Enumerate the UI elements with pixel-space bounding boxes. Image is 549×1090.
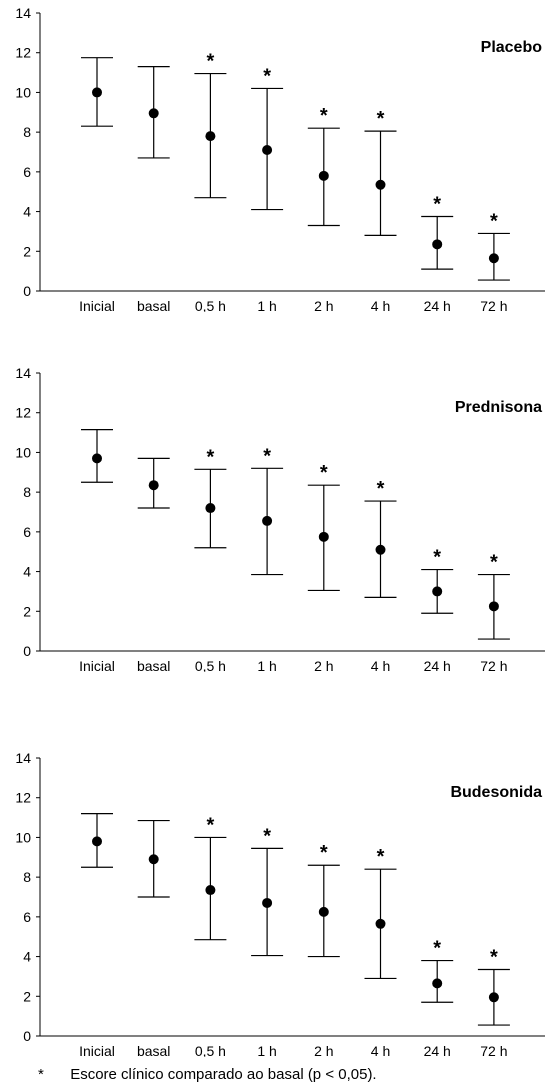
x-tick-label: 4 h bbox=[371, 658, 390, 672]
significance-marker: * bbox=[490, 210, 498, 232]
significance-marker: * bbox=[207, 51, 215, 73]
footnote-symbol: * bbox=[38, 1066, 44, 1083]
y-tick-label: 12 bbox=[15, 790, 31, 806]
x-tick-label: 2 h bbox=[314, 1043, 333, 1057]
mean-point bbox=[376, 919, 386, 929]
y-tick-label: 6 bbox=[23, 524, 31, 540]
x-tick-label: 2 h bbox=[314, 298, 333, 312]
panel-title: Placebo bbox=[481, 39, 543, 56]
y-tick-label: 2 bbox=[23, 988, 31, 1004]
mean-point bbox=[262, 145, 272, 155]
mean-point bbox=[489, 601, 499, 611]
mean-point bbox=[92, 453, 102, 463]
x-tick-label: 4 h bbox=[371, 298, 390, 312]
significance-marker: * bbox=[490, 946, 498, 968]
x-tick-label: 0,5 h bbox=[195, 658, 226, 672]
mean-point bbox=[92, 836, 102, 846]
y-tick-label: 4 bbox=[23, 204, 31, 220]
chart-placebo: 0 2 4 6 8 10 12 14 Inicial basal 0,5 h 1 h 2 h 4 h 24 … bbox=[0, 0, 549, 312]
x-tick-label: 1 h bbox=[257, 1043, 276, 1057]
mean-point bbox=[432, 978, 442, 988]
x-tick-label: basal bbox=[137, 298, 170, 312]
mean-point bbox=[432, 586, 442, 596]
x-tick-label: basal bbox=[137, 658, 170, 672]
x-tick-label: 72 h bbox=[480, 658, 507, 672]
chart-prednisona: 0 2 4 6 8 10 12 14 Inicial basal 0,5 h 1 h 2 h 4 h 24 … bbox=[0, 360, 549, 672]
y-tick-label: 10 bbox=[15, 84, 31, 100]
panel-title: Budesonida bbox=[450, 784, 542, 801]
mean-point bbox=[489, 992, 499, 1002]
x-tick-label: 2 h bbox=[314, 658, 333, 672]
x-tick-label: Inicial bbox=[79, 298, 115, 312]
x-tick-label: 1 h bbox=[257, 298, 276, 312]
y-tick-label: 14 bbox=[15, 5, 31, 21]
y-tick-label: 0 bbox=[23, 1028, 31, 1044]
y-tick-label: 2 bbox=[23, 603, 31, 619]
y-tick-label: 8 bbox=[23, 484, 31, 500]
significance-marker: * bbox=[433, 938, 441, 960]
y-tick-label: 0 bbox=[23, 643, 31, 659]
x-tick-label: 72 h bbox=[480, 298, 507, 312]
y-tick-label: 6 bbox=[23, 909, 31, 925]
mean-point bbox=[262, 516, 272, 526]
significance-marker: * bbox=[433, 194, 441, 216]
mean-point bbox=[149, 854, 159, 864]
y-tick-label: 14 bbox=[15, 750, 31, 766]
mean-point bbox=[205, 131, 215, 141]
x-tick-label: Inicial bbox=[79, 658, 115, 672]
mean-point bbox=[92, 87, 102, 97]
y-tick-label: 0 bbox=[23, 283, 31, 299]
y-tick-label: 10 bbox=[15, 444, 31, 460]
y-tick-label: 14 bbox=[15, 365, 31, 381]
y-tick-label: 4 bbox=[23, 949, 31, 965]
y-tick-label: 6 bbox=[23, 164, 31, 180]
x-tick-label: 4 h bbox=[371, 1043, 390, 1057]
x-tick-label: 24 h bbox=[424, 1043, 451, 1057]
panel-title: Prednisona bbox=[455, 399, 542, 416]
significance-marker: * bbox=[377, 846, 385, 868]
mean-point bbox=[262, 898, 272, 908]
significance-marker: * bbox=[377, 108, 385, 130]
significance-marker: * bbox=[263, 445, 271, 467]
mean-point bbox=[205, 503, 215, 513]
significance-marker: * bbox=[320, 105, 328, 127]
x-tick-label: 24 h bbox=[424, 298, 451, 312]
x-tick-label: 72 h bbox=[480, 1043, 507, 1057]
mean-point bbox=[149, 108, 159, 118]
mean-point bbox=[319, 907, 329, 917]
significance-marker: * bbox=[490, 552, 498, 574]
y-tick-label: 8 bbox=[23, 124, 31, 140]
mean-point bbox=[489, 253, 499, 263]
significance-marker: * bbox=[263, 825, 271, 847]
x-tick-label: 24 h bbox=[424, 658, 451, 672]
significance-marker: * bbox=[320, 462, 328, 484]
y-tick-label: 2 bbox=[23, 243, 31, 259]
significance-marker: * bbox=[433, 547, 441, 569]
x-tick-label: 0,5 h bbox=[195, 1043, 226, 1057]
significance-marker: * bbox=[207, 446, 215, 468]
mean-point bbox=[376, 545, 386, 555]
x-tick-label: 0,5 h bbox=[195, 298, 226, 312]
mean-point bbox=[205, 885, 215, 895]
x-tick-label: 1 h bbox=[257, 658, 276, 672]
significance-marker: * bbox=[320, 842, 328, 864]
y-tick-label: 12 bbox=[15, 45, 31, 61]
significance-marker: * bbox=[263, 65, 271, 87]
mean-point bbox=[149, 480, 159, 490]
x-tick-label: basal bbox=[137, 1043, 170, 1057]
mean-point bbox=[319, 532, 329, 542]
mean-point bbox=[319, 171, 329, 181]
significance-marker: * bbox=[207, 814, 215, 836]
footnote: * Escore clínico comparado ao basal (p <… bbox=[38, 1066, 377, 1083]
mean-point bbox=[376, 180, 386, 190]
y-tick-label: 10 bbox=[15, 829, 31, 845]
x-tick-label: Inicial bbox=[79, 1043, 115, 1057]
footnote-text: Escore clínico comparado ao basal (p < 0… bbox=[70, 1066, 376, 1083]
y-tick-label: 4 bbox=[23, 564, 31, 580]
y-tick-label: 12 bbox=[15, 405, 31, 421]
y-tick-label: 8 bbox=[23, 869, 31, 885]
chart-budesonida: 0 2 4 6 8 10 12 14 Inicial basal 0,5 h 1 h 2 h 4 h 24 … bbox=[0, 745, 549, 1057]
mean-point bbox=[432, 239, 442, 249]
significance-marker: * bbox=[377, 478, 385, 500]
